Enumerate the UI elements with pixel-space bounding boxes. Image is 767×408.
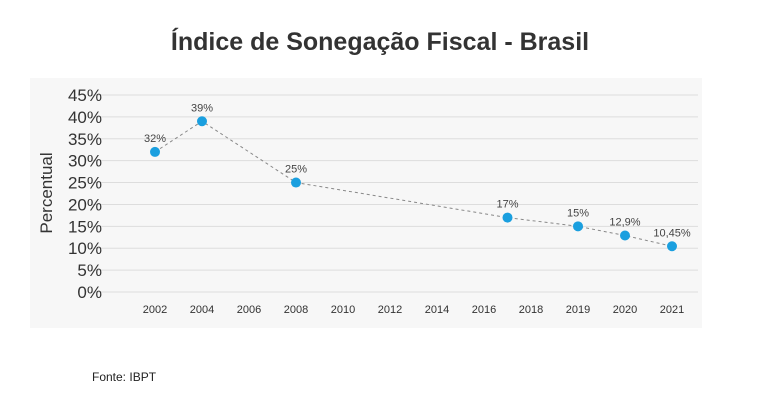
y-tick-label: 20% xyxy=(68,195,102,214)
data-point xyxy=(573,221,583,232)
data-point xyxy=(667,241,677,252)
x-tick-label: 2014 xyxy=(425,304,449,316)
x-tick-label: 2020 xyxy=(613,304,637,316)
data-label: 39% xyxy=(191,102,213,114)
y-tick-label: 35% xyxy=(68,130,102,149)
x-tick-label: 2006 xyxy=(237,304,261,316)
data-label: 10,45% xyxy=(653,227,691,239)
chart-title: Índice de Sonegação Fiscal - Brasil xyxy=(171,27,589,56)
data-label: 12,9% xyxy=(609,217,640,229)
x-tick-label: 2008 xyxy=(284,304,308,316)
x-tick-label: 2010 xyxy=(331,304,355,316)
x-tick-label: 2018 xyxy=(519,304,543,316)
y-tick-label: 0% xyxy=(77,283,102,302)
x-tick-label: 2019 xyxy=(566,304,590,316)
data-point xyxy=(150,146,160,157)
data-label: 32% xyxy=(144,133,166,145)
data-point xyxy=(502,212,513,223)
y-axis-label: Percentual xyxy=(37,152,56,233)
x-tick-label: 2012 xyxy=(378,304,402,316)
x-tick-label: 2016 xyxy=(472,304,496,316)
data-label: 15% xyxy=(567,207,589,219)
x-tick-label: 2004 xyxy=(190,304,214,316)
data-label: 25% xyxy=(285,164,307,176)
y-tick-label: 45% xyxy=(68,86,102,105)
data-point xyxy=(291,177,301,188)
data-label: 17% xyxy=(496,199,518,211)
data-point xyxy=(620,230,630,241)
y-tick-label: 15% xyxy=(68,217,102,236)
y-tick-label: 10% xyxy=(68,239,102,258)
x-tick-label: 2002 xyxy=(143,304,167,316)
source-note: Fonte: IBPT xyxy=(92,370,157,384)
x-tick-label: 2021 xyxy=(660,304,684,316)
y-tick-label: 30% xyxy=(68,152,102,171)
plot-panel xyxy=(30,78,702,328)
data-point xyxy=(197,116,207,127)
y-tick-label: 5% xyxy=(77,261,102,280)
y-tick-label: 40% xyxy=(68,108,102,127)
y-tick-label: 25% xyxy=(68,174,102,193)
